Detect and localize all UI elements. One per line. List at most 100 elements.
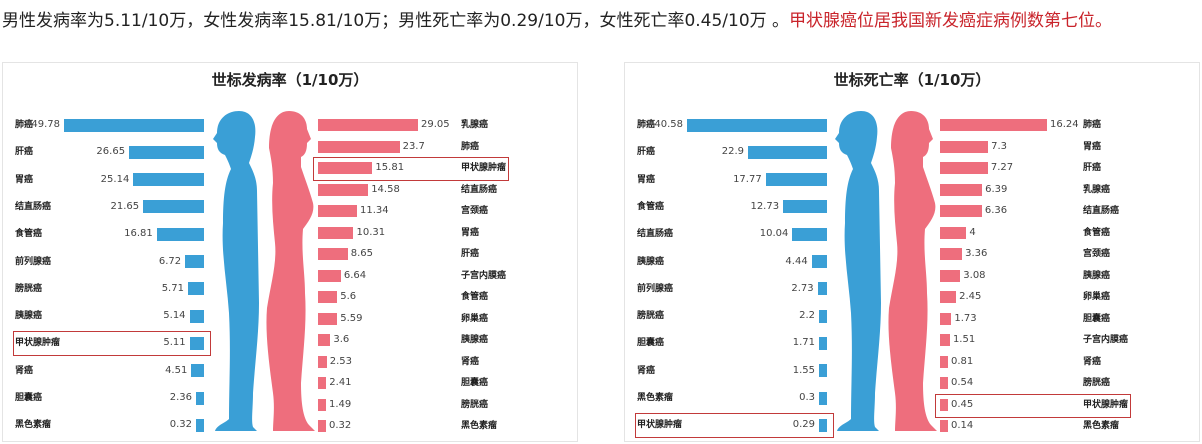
male-bar-value: 0.3 — [799, 392, 815, 403]
male-bar-value: 26.65 — [96, 146, 126, 158]
male-bar-value: 2.73 — [791, 282, 814, 294]
male-bar — [129, 145, 204, 159]
male-bar-label: 甲状腺肿瘤 — [15, 338, 61, 349]
female-bar — [940, 291, 957, 303]
male-bar-label: 肺癌 — [637, 120, 656, 130]
male-bar-value: 10.04 — [759, 228, 789, 240]
female-bar-value: 0.81 — [951, 355, 974, 367]
female-bar-value: 2.45 — [959, 291, 982, 302]
female-bar — [318, 334, 331, 346]
male-bar-label: 胆囊癌 — [15, 393, 43, 403]
male-bar-value: 0.29 — [792, 419, 815, 431]
male-bar — [64, 118, 204, 132]
male-silhouette-icon — [835, 111, 881, 431]
female-bar-value: 0.54 — [951, 377, 974, 388]
female-bar-value: 2.53 — [329, 355, 352, 367]
male-bar-label: 肺癌 — [15, 120, 34, 130]
female-bar — [940, 248, 963, 260]
highlight-box — [635, 413, 834, 439]
female-bar-label: 肾癌 — [461, 356, 480, 367]
female-bar-label: 宫颈癌 — [461, 206, 489, 216]
female-bar-label: 食管癌 — [461, 292, 489, 302]
male-bar — [133, 173, 204, 187]
female-bar — [940, 269, 961, 282]
male-silhouette-icon — [213, 111, 259, 431]
male-bar-value: 2.36 — [169, 392, 192, 403]
incidence-chart: 世标发病率（1/10万） 肺癌 49.78 肝癌 26.65 胃癌 25.14 结直肠癌 21… — [2, 62, 578, 442]
female-bar-label: 胆囊癌 — [461, 378, 489, 388]
male-bar-label: 前列腺癌 — [637, 283, 674, 294]
male-bar — [819, 391, 827, 405]
male-bar-label: 胰腺癌 — [637, 256, 665, 267]
female-bar — [940, 420, 948, 432]
female-bar — [940, 377, 948, 389]
female-bar-label: 肺癌 — [461, 141, 480, 152]
male-bar — [143, 200, 204, 214]
female-bar — [940, 355, 948, 368]
female-bar-label: 胰腺癌 — [461, 335, 489, 345]
female-bar-value: 1.51 — [952, 334, 976, 345]
female-bar-label: 胆囊癌 — [1083, 313, 1111, 324]
female-bar-label: 卵巢癌 — [1083, 292, 1111, 302]
male-bar — [765, 173, 827, 187]
female-bar-value: 1.49 — [329, 398, 352, 410]
male-bar — [189, 336, 204, 350]
male-bar — [783, 200, 827, 214]
male-bar-value: 4.51 — [165, 364, 188, 376]
female-bar — [318, 291, 338, 303]
female-bar-label: 乳腺癌 — [1083, 184, 1111, 195]
female-bar-label: 食管癌 — [1083, 227, 1111, 238]
female-bar-value: 3.08 — [963, 269, 986, 281]
male-bar-label: 膀胱癌 — [15, 283, 43, 294]
male-bar-value: 1.55 — [792, 364, 815, 376]
female-bar-label: 子宫内膜癌 — [1083, 335, 1129, 345]
female-bar-value: 4 — [969, 226, 976, 238]
male-bar-label: 肝癌 — [15, 147, 34, 158]
male-bar-value: 22.9 — [721, 146, 744, 158]
male-bar-value: 17.77 — [733, 173, 762, 185]
female-bar-label: 结直肠癌 — [461, 184, 498, 195]
female-bar — [940, 226, 967, 239]
male-bar-label: 肝癌 — [637, 147, 656, 158]
female-bar-value: 5.59 — [340, 312, 363, 324]
female-bar-value: 1.73 — [954, 312, 977, 324]
male-bar-label: 胃癌 — [15, 174, 34, 185]
female-bar — [318, 420, 326, 432]
female-bar-label: 膀胱癌 — [461, 399, 489, 410]
female-bar-label: 黑色素瘤 — [461, 421, 498, 431]
female-bar-value: 6.64 — [343, 269, 367, 281]
male-bar-value: 2.2 — [799, 310, 815, 322]
female-bar — [318, 377, 327, 389]
male-bar-label: 胆囊癌 — [637, 338, 665, 349]
chart-title: 世标死亡率（1/10万） — [833, 71, 991, 89]
mortality-chart: 世标死亡率（1/10万） 肺癌 40.58 肝癌 22.9 胃癌 17.77 食管癌 12.7… — [624, 62, 1200, 442]
female-bar-label: 结直肠癌 — [1083, 206, 1120, 216]
female-bar-value: 16.24 — [1050, 119, 1079, 130]
female-bar — [940, 334, 950, 346]
male-bar-label: 食管癌 — [637, 201, 665, 212]
male-bar-value: 16.81 — [124, 228, 153, 240]
male-bar — [185, 255, 204, 268]
silhouettes — [213, 111, 315, 431]
female-bar-label: 乳腺癌 — [461, 120, 489, 130]
female-bar — [318, 205, 358, 217]
male-bar — [817, 282, 827, 296]
female-bar — [318, 398, 326, 411]
male-bar-label: 肾癌 — [15, 365, 34, 376]
male-bar-value: 4.44 — [785, 255, 808, 267]
highlight-box — [935, 393, 1131, 418]
female-bar-value: 23.7 — [402, 140, 425, 152]
male-bar — [811, 255, 827, 268]
female-bar — [318, 248, 348, 260]
male-bar — [819, 418, 827, 432]
female-bar-label: 黑色素瘤 — [1083, 421, 1120, 431]
male-bar — [687, 118, 827, 132]
chart-title: 世标发病率（1/10万） — [211, 71, 369, 89]
female-bar-value: 3.6 — [333, 334, 350, 345]
male-bar-value: 6.72 — [158, 255, 182, 267]
female-bar-label: 卵巢癌 — [461, 313, 489, 324]
male-bar-label: 黑色素瘤 — [15, 420, 52, 431]
male-bar-value: 25.14 — [100, 173, 130, 185]
female-bar — [940, 162, 988, 174]
male-bar-label: 胃癌 — [637, 174, 656, 185]
